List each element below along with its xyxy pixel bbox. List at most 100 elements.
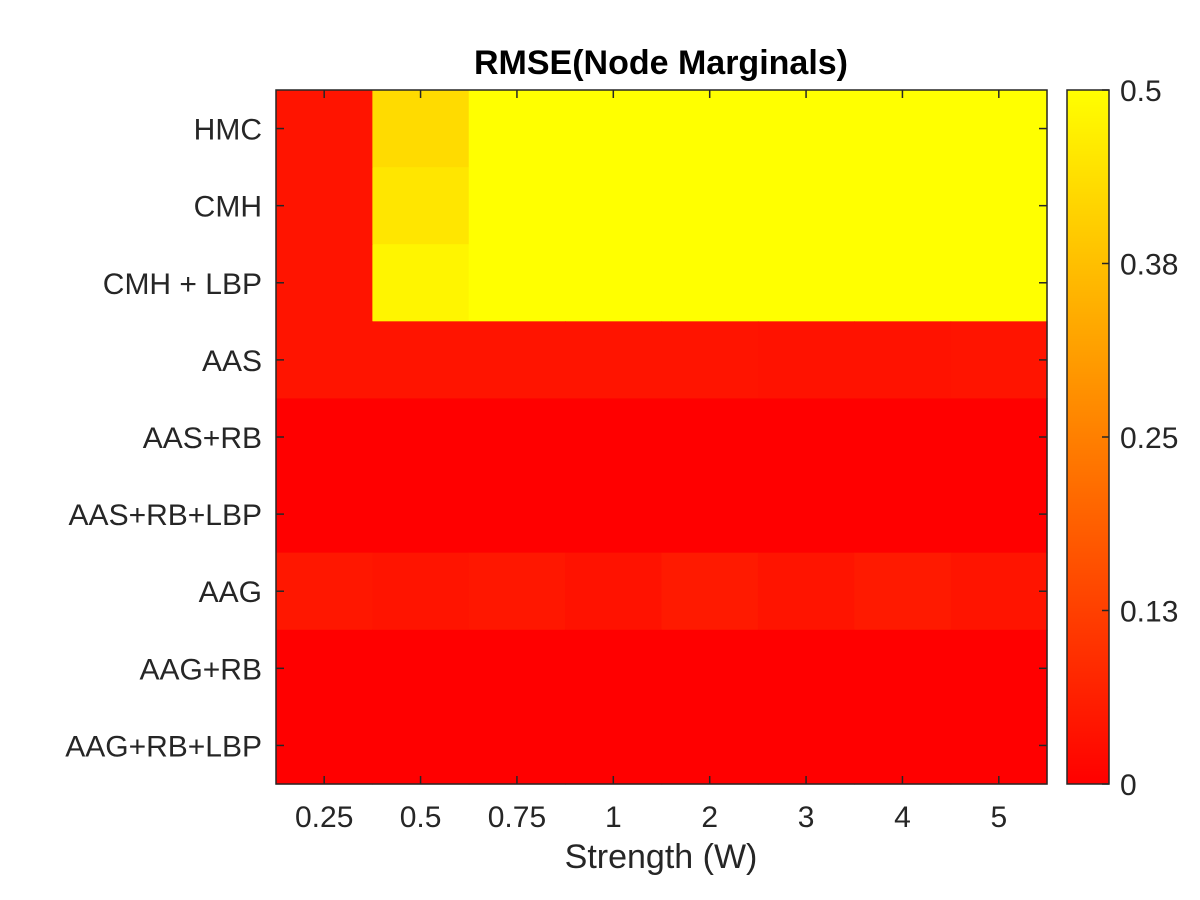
heatmap-cell (276, 629, 373, 708)
heatmap-cell (950, 90, 1048, 168)
y-tick-label: CMH + LBP (103, 268, 262, 301)
heatmap-cell (468, 706, 566, 785)
heatmap-cell (757, 552, 855, 631)
y-tick-label: CMH (194, 191, 262, 224)
y-tick-labels: HMC CMH CMH + LBP AAS AAS+RB AAS+RB+LBP AAG AAG… (65, 114, 262, 764)
heatmap-cell (854, 167, 952, 245)
axis-ticks (276, 90, 1047, 784)
heatmap-cell (950, 244, 1048, 322)
heatmap-cell (565, 629, 663, 708)
heatmap-cell (565, 398, 663, 477)
heatmap-cell (372, 706, 470, 785)
heatmap-cell (854, 90, 952, 168)
heatmap-cell (757, 629, 855, 708)
heatmap-cell (468, 629, 566, 708)
heatmap-cell (854, 475, 952, 554)
heatmap-cell (276, 552, 373, 631)
heatmap-cell (468, 321, 566, 400)
heatmap-cell (372, 629, 470, 708)
heatmap-cell (565, 244, 663, 322)
heatmap-cell (468, 552, 566, 631)
heatmap-cell (661, 475, 759, 554)
heatmap-cell (372, 475, 470, 554)
heatmap-cell (372, 90, 470, 168)
x-tick-label: 3 (798, 801, 815, 834)
x-tick-label: 4 (894, 801, 911, 834)
heatmap-cell (276, 244, 373, 322)
heatmap-cell (468, 90, 566, 168)
heatmap-cell (757, 398, 855, 477)
x-tick-label: 0.75 (488, 801, 546, 834)
heatmap-cell (565, 167, 663, 245)
heatmap-cell (757, 321, 855, 400)
x-tick-label: 1 (605, 801, 622, 834)
heatmap-cell (565, 475, 663, 554)
heatmap-cell (468, 244, 566, 322)
heatmap-cell (661, 552, 759, 631)
heatmap-cell (276, 167, 373, 245)
heatmap-cell (757, 244, 855, 322)
heatmap-cell (372, 167, 470, 245)
x-tick-label: 0.5 (400, 801, 442, 834)
y-tick-label: HMC (194, 114, 262, 147)
chart-title: RMSE(Node Marginals) (474, 44, 848, 82)
heatmap-cell (757, 706, 855, 785)
heatmap-cell (661, 398, 759, 477)
heatmap-cell (372, 321, 470, 400)
heatmap-cell (372, 398, 470, 477)
heatmap-cell (854, 244, 952, 322)
heatmap-cell (950, 167, 1048, 245)
heatmap-cell (565, 552, 663, 631)
colorbar-ticks (1102, 89, 1109, 785)
heatmap-cell (565, 90, 663, 168)
heatmap-cells (276, 90, 1048, 785)
heatmap-cell (757, 475, 855, 554)
x-tick-labels: 0.25 0.5 0.75 1 2 3 4 5 (295, 801, 1007, 834)
heatmap-cell (950, 321, 1048, 400)
heatmap-cell (661, 629, 759, 708)
heatmap-cell (950, 552, 1048, 631)
heatmap-cell (661, 706, 759, 785)
heatmap-cell (276, 475, 373, 554)
heatmap-cell (372, 244, 470, 322)
heatmap-cell (950, 629, 1048, 708)
heatmap-cell (757, 90, 855, 168)
heatmap-cell (276, 398, 373, 477)
y-tick-label: AAS (202, 345, 262, 378)
heatmap-cell (372, 552, 470, 631)
heatmap-cell (661, 321, 759, 400)
heatmap-cell (950, 706, 1048, 785)
heatmap-cell (661, 244, 759, 322)
heatmap-cell (854, 629, 952, 708)
heatmap-cell (565, 321, 663, 400)
y-tick-label: AAG (199, 576, 262, 609)
heatmap-cell (661, 167, 759, 245)
heatmap-cell (854, 398, 952, 477)
heatmap-cell (950, 398, 1048, 477)
colorbar-tick-label: 0.25 (1120, 422, 1178, 455)
heatmap-cell (757, 167, 855, 245)
y-tick-label: AAS+RB (143, 422, 262, 455)
heatmap-cell (565, 706, 663, 785)
heatmap-cell (854, 706, 952, 785)
heatmap-cell (854, 552, 952, 631)
heatmap-cell (468, 398, 566, 477)
colorbar-tick-label: 0.38 (1120, 249, 1178, 282)
colorbar-tick-labels: 0 0.13 0.25 0.38 0.5 (1120, 75, 1178, 802)
y-tick-label: AAG+RB (139, 653, 262, 686)
heatmap-cell (468, 167, 566, 245)
heatmap-cell (661, 90, 759, 168)
y-tick-label: AAS+RB+LBP (69, 499, 262, 532)
x-tick-label: 0.25 (295, 801, 353, 834)
y-tick-label: AAG+RB+LBP (65, 730, 262, 763)
heatmap-cell (276, 90, 373, 168)
heatmap-cell (854, 321, 952, 400)
colorbar-tick-label: 0.5 (1120, 75, 1162, 108)
x-axis-label: Strength (W) (565, 838, 758, 876)
colorbar-tick-label: 0 (1120, 769, 1137, 802)
colorbar-tick-label: 0.13 (1120, 596, 1178, 629)
heatmap-cell (276, 321, 373, 400)
x-tick-label: 2 (701, 801, 718, 834)
heatmap-cell (276, 706, 373, 785)
